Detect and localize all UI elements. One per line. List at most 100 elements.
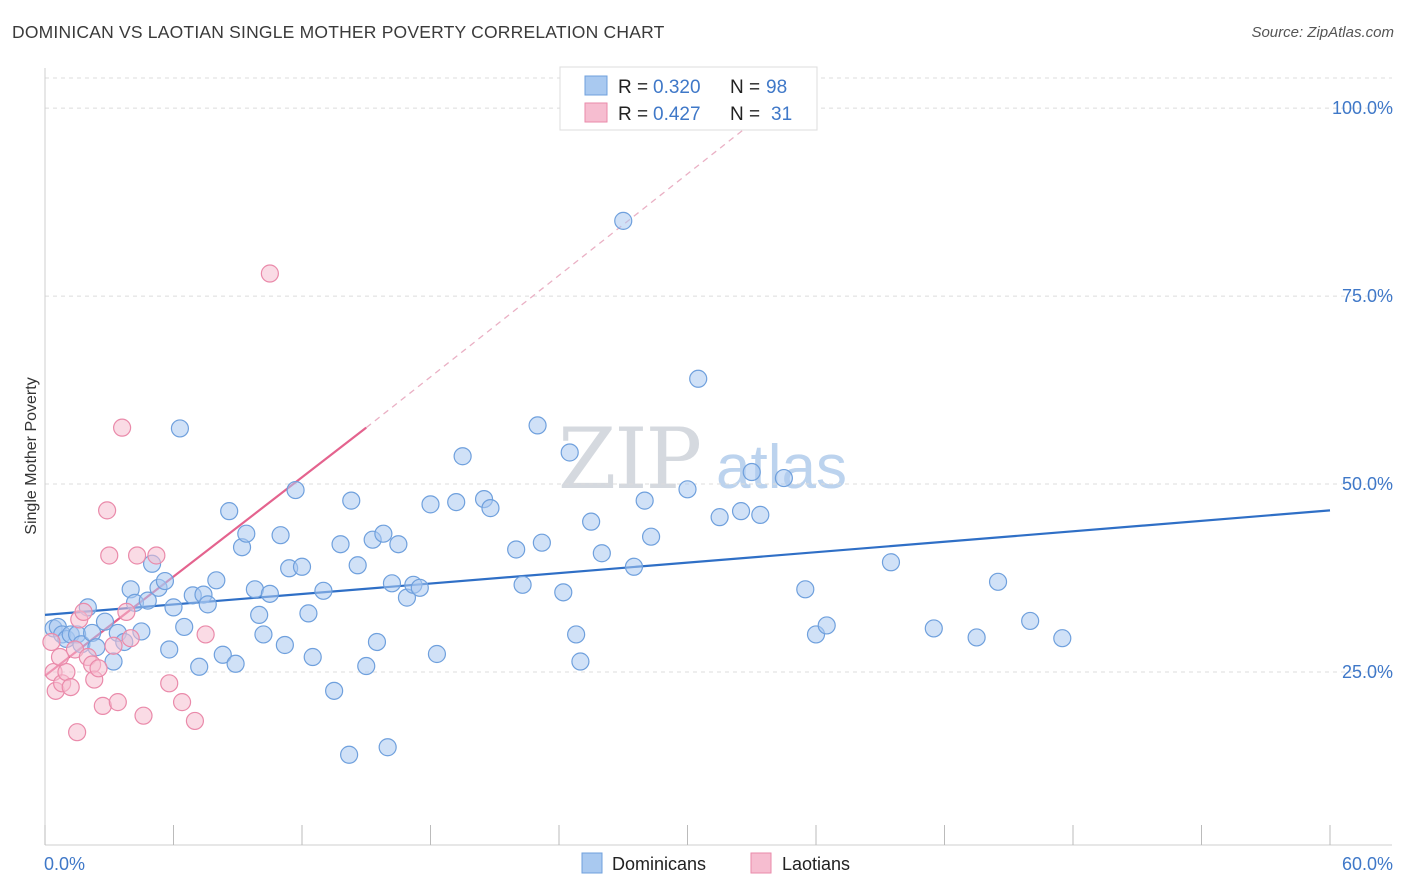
dominican-point-39 bbox=[271, 526, 290, 545]
dominican-point-28 bbox=[198, 595, 217, 614]
dominican-trend-line bbox=[44, 509, 1331, 616]
tick-labels: 25.0% 50.0% 75.0% 100.0% 0.0% 60.0% bbox=[44, 98, 1393, 874]
dominican-point-53 bbox=[367, 632, 387, 652]
dominican-point-73 bbox=[571, 652, 590, 671]
dominican-point-77 bbox=[624, 557, 644, 576]
laotian-point-27 bbox=[172, 693, 192, 712]
legend-r-label-2: R = bbox=[618, 104, 648, 125]
bottom-legend-laotians: Laotians bbox=[782, 854, 850, 874]
dominican-point-78 bbox=[635, 491, 654, 510]
dominican-point-76 bbox=[614, 211, 633, 230]
laotian-point-29 bbox=[196, 625, 215, 644]
y-tick-label-75: 75.0% bbox=[1342, 286, 1393, 306]
dominican-point-31 bbox=[220, 502, 239, 521]
laotian-point-22 bbox=[121, 629, 140, 648]
dominican-point-10 bbox=[95, 612, 115, 631]
dominican-point-55 bbox=[382, 574, 402, 593]
laotian-point-30 bbox=[260, 264, 279, 283]
y-tick-label-100: 100.0% bbox=[1332, 98, 1393, 118]
dominican-point-37 bbox=[254, 625, 273, 644]
dominican-point-62 bbox=[447, 493, 466, 512]
dominican-point-96 bbox=[340, 745, 359, 764]
dominican-point-42 bbox=[286, 480, 305, 500]
dominican-point-71 bbox=[560, 443, 579, 462]
stats-legend: R = 0.320 N = 98 R = 0.427 N = 31 bbox=[559, 66, 818, 131]
dominican-point-20 bbox=[155, 571, 175, 591]
x-tick-label-max: 60.0% bbox=[1342, 854, 1393, 874]
laotian-point-16 bbox=[98, 501, 117, 520]
dominican-point-95 bbox=[1053, 629, 1072, 648]
axes bbox=[44, 68, 1392, 846]
dominican-point-65 bbox=[481, 499, 500, 518]
dominican-point-90 bbox=[881, 553, 901, 572]
dominican-point-94 bbox=[1021, 611, 1040, 631]
laotian-point-17 bbox=[100, 546, 119, 565]
dominican-point-17 bbox=[138, 591, 157, 610]
dominican-point-68 bbox=[528, 416, 547, 435]
laotian-point-19 bbox=[108, 693, 127, 712]
dominican-point-36 bbox=[250, 605, 269, 625]
dominican-point-70 bbox=[554, 583, 573, 602]
dominican-point-47 bbox=[325, 681, 344, 700]
watermark-atlas: atlas bbox=[716, 433, 847, 502]
dominican-point-46 bbox=[314, 581, 333, 600]
chart-title: DOMINICAN VS LAOTIAN SINGLE MOTHER POVER… bbox=[12, 22, 665, 42]
dominican-point-34 bbox=[237, 524, 256, 543]
bottom-legend-dominicans: Dominicans bbox=[612, 854, 706, 874]
series-legend: Dominicans Laotians bbox=[581, 852, 850, 874]
legend-n-value-2: 31 bbox=[771, 104, 792, 125]
dominican-point-66 bbox=[507, 540, 526, 559]
bottom-swatch-dominicans bbox=[581, 852, 603, 874]
laotian-point-26 bbox=[160, 674, 179, 693]
dominican-point-48 bbox=[331, 535, 350, 554]
laotian-point-15 bbox=[93, 696, 112, 715]
dominican-point-80 bbox=[678, 480, 697, 499]
dominican-point-44 bbox=[299, 604, 318, 623]
dominican-point-24 bbox=[175, 617, 194, 637]
dominican-point-26 bbox=[190, 657, 209, 676]
dominican-point-51 bbox=[357, 656, 376, 676]
dominican-point-22 bbox=[164, 598, 183, 617]
laotian-point-21 bbox=[117, 602, 136, 621]
dominican-point-45 bbox=[303, 647, 322, 667]
laotian-point-18 bbox=[104, 636, 123, 655]
dominican-point-50 bbox=[348, 556, 367, 575]
trend-lines bbox=[44, 122, 1331, 677]
y-axis-label: Single Mother Poverty bbox=[23, 377, 40, 534]
legend-r-value-2: 0.427 bbox=[653, 104, 701, 125]
legend-r-value-1: 0.320 bbox=[653, 77, 701, 98]
laotian-point-10 bbox=[74, 602, 93, 621]
legend-n-label-2: N = bbox=[730, 104, 760, 125]
y-tick-label-50: 50.0% bbox=[1342, 474, 1393, 494]
legend-n-label-1: N = bbox=[730, 77, 760, 98]
dominican-point-63 bbox=[453, 447, 472, 466]
dominican-point-81 bbox=[689, 369, 708, 388]
laotian-point-0 bbox=[42, 632, 61, 652]
dominican-point-32 bbox=[226, 654, 245, 673]
dominican-point-60 bbox=[421, 495, 440, 514]
y-tick-label-25: 25.0% bbox=[1342, 662, 1393, 682]
dominican-point-43 bbox=[292, 557, 312, 576]
dominican-point-93 bbox=[988, 572, 1008, 591]
dominican-point-79 bbox=[641, 527, 661, 546]
dominican-point-29 bbox=[207, 571, 226, 590]
dominican-point-49 bbox=[342, 491, 361, 510]
dominican-point-85 bbox=[751, 505, 770, 524]
laotian-point-28 bbox=[185, 711, 205, 731]
legend-n-value-1: 98 bbox=[766, 77, 787, 98]
dominican-point-87 bbox=[796, 580, 815, 599]
laotian-point-23 bbox=[127, 546, 147, 565]
legend-swatch-dominicans bbox=[584, 75, 608, 96]
watermark-zip: ZIP bbox=[558, 410, 700, 508]
dominican-point-69 bbox=[532, 533, 551, 552]
dominican-point-23 bbox=[170, 419, 190, 438]
dominican-point-74 bbox=[582, 512, 601, 531]
gridlines bbox=[45, 77, 1392, 673]
laotian-point-3 bbox=[50, 647, 70, 667]
dominican-point-38 bbox=[260, 584, 279, 603]
dominican-point-56 bbox=[389, 535, 408, 554]
dominican-point-75 bbox=[592, 544, 611, 563]
legend-swatch-laotians bbox=[584, 102, 608, 123]
dominican-point-91 bbox=[924, 619, 943, 638]
